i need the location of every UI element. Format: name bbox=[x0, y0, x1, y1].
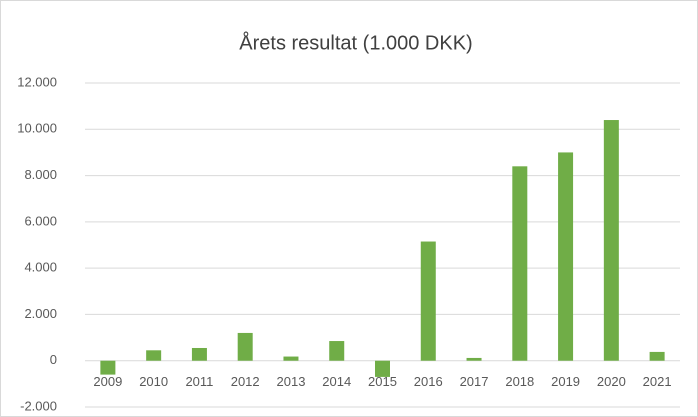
bar bbox=[329, 341, 345, 361]
bar bbox=[603, 120, 619, 361]
bar bbox=[191, 347, 207, 361]
bar bbox=[283, 356, 299, 361]
x-tick-label: 2013 bbox=[277, 374, 306, 389]
y-tick-label: 2.000 bbox=[24, 306, 57, 321]
bar bbox=[146, 350, 162, 361]
x-tick-label: 2015 bbox=[368, 374, 397, 389]
x-tick-label: 2014 bbox=[322, 374, 351, 389]
bar bbox=[558, 152, 574, 361]
y-tick-label: -2.000 bbox=[20, 398, 57, 413]
x-tick-label: 2018 bbox=[505, 374, 534, 389]
y-tick-label: 8.000 bbox=[24, 167, 57, 182]
y-tick-label: 4.000 bbox=[24, 260, 57, 275]
bar bbox=[420, 241, 436, 361]
x-tick-label: 2017 bbox=[460, 374, 489, 389]
x-tick-label: 2009 bbox=[93, 374, 122, 389]
bar bbox=[237, 332, 253, 361]
bar bbox=[466, 357, 482, 361]
x-tick-label: 2019 bbox=[551, 374, 580, 389]
x-tick-label: 2010 bbox=[139, 374, 168, 389]
bar bbox=[100, 360, 116, 375]
x-tick-label: 2011 bbox=[185, 374, 213, 389]
x-tick-label: 2016 bbox=[414, 374, 443, 389]
bar bbox=[512, 166, 528, 361]
y-tick-label: 6.000 bbox=[24, 213, 57, 228]
y-tick-label: 0 bbox=[50, 352, 57, 367]
bar bbox=[375, 360, 390, 377]
y-tick-label: 12.000 bbox=[17, 74, 57, 89]
x-tick-label: 2020 bbox=[597, 374, 626, 389]
bar bbox=[649, 351, 665, 361]
chart-title: Årets resultat (1.000 DKK) bbox=[239, 31, 472, 54]
x-tick-label: 2012 bbox=[231, 374, 260, 389]
x-tick-label: 2021 bbox=[643, 374, 672, 389]
y-tick-label: 10.000 bbox=[17, 121, 57, 136]
